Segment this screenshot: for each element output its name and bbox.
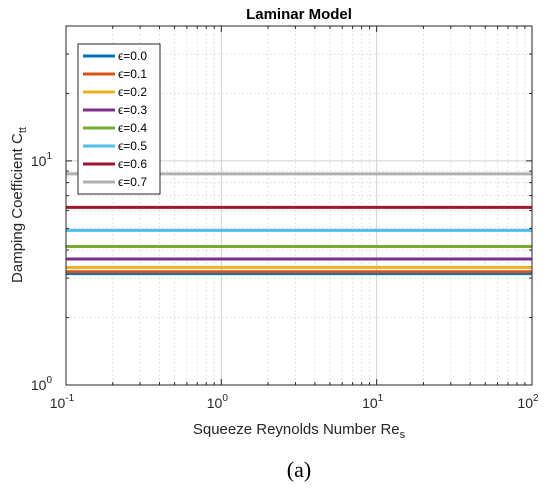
legend-label-3: ϵ=0.3 [118, 103, 147, 117]
x-axis-label-main: Squeeze Reynolds Number Re [193, 421, 400, 438]
x-tick-exponent: 2 [533, 393, 539, 404]
legend-label-0: ϵ=0.0 [118, 49, 147, 63]
legend-label-2: ϵ=0.2 [118, 85, 147, 99]
x-tick-base: 10 [207, 395, 223, 411]
x-tick-base: 10 [50, 395, 66, 411]
y-axis-label-main: Damping Coefficient C [9, 133, 26, 283]
y-axis-label-subscript: tt [17, 127, 29, 133]
y-tick-exponent: 0 [46, 375, 52, 386]
x-tick-exponent: 0 [222, 393, 228, 404]
x-tick-exponent: -1 [65, 393, 74, 404]
legend-label-1: ϵ=0.1 [118, 67, 147, 81]
legend-label-6: ϵ=0.6 [118, 157, 147, 171]
legend-label-4: ϵ=0.4 [118, 121, 147, 135]
chart-title: Laminar Model [246, 6, 352, 23]
y-tick-base: 10 [31, 153, 47, 169]
x-tick-base: 10 [362, 395, 378, 411]
series-lines [66, 172, 532, 276]
legend-label-5: ϵ=0.5 [118, 139, 147, 153]
x-axis-label: Squeeze Reynolds Number Res [193, 421, 406, 441]
x-tick-label: 100 [207, 393, 229, 411]
x-axis-label-subscript: s [400, 429, 406, 441]
y-tick-label: 101 [31, 151, 53, 169]
y-tick-exponent: 1 [46, 151, 52, 162]
x-tick-exponent: 1 [378, 393, 384, 404]
x-tick-labels: 10-1 100 101 102 [50, 393, 539, 411]
x-tick-label: 10-1 [50, 393, 75, 411]
x-tick-label: 102 [517, 393, 539, 411]
y-tick-base: 10 [31, 377, 47, 393]
legend: ϵ=0.0 ϵ=0.1 ϵ=0.2 ϵ=0.3 ϵ=0.4 ϵ=0.5 ϵ=0.6 ϵ=0.7 [77, 43, 161, 195]
legend-box [77, 43, 161, 195]
plot-frame [65, 25, 533, 386]
x-tick-label: 101 [362, 393, 384, 411]
legend-label-7: ϵ=0.7 [118, 175, 147, 189]
figure-caption: (a) [287, 457, 311, 482]
x-tick-base: 10 [517, 395, 533, 411]
y-axis-label: Damping Coefficient Ctt [9, 127, 29, 283]
axis-ticks [65, 25, 532, 386]
y-tick-label: 100 [31, 375, 53, 393]
